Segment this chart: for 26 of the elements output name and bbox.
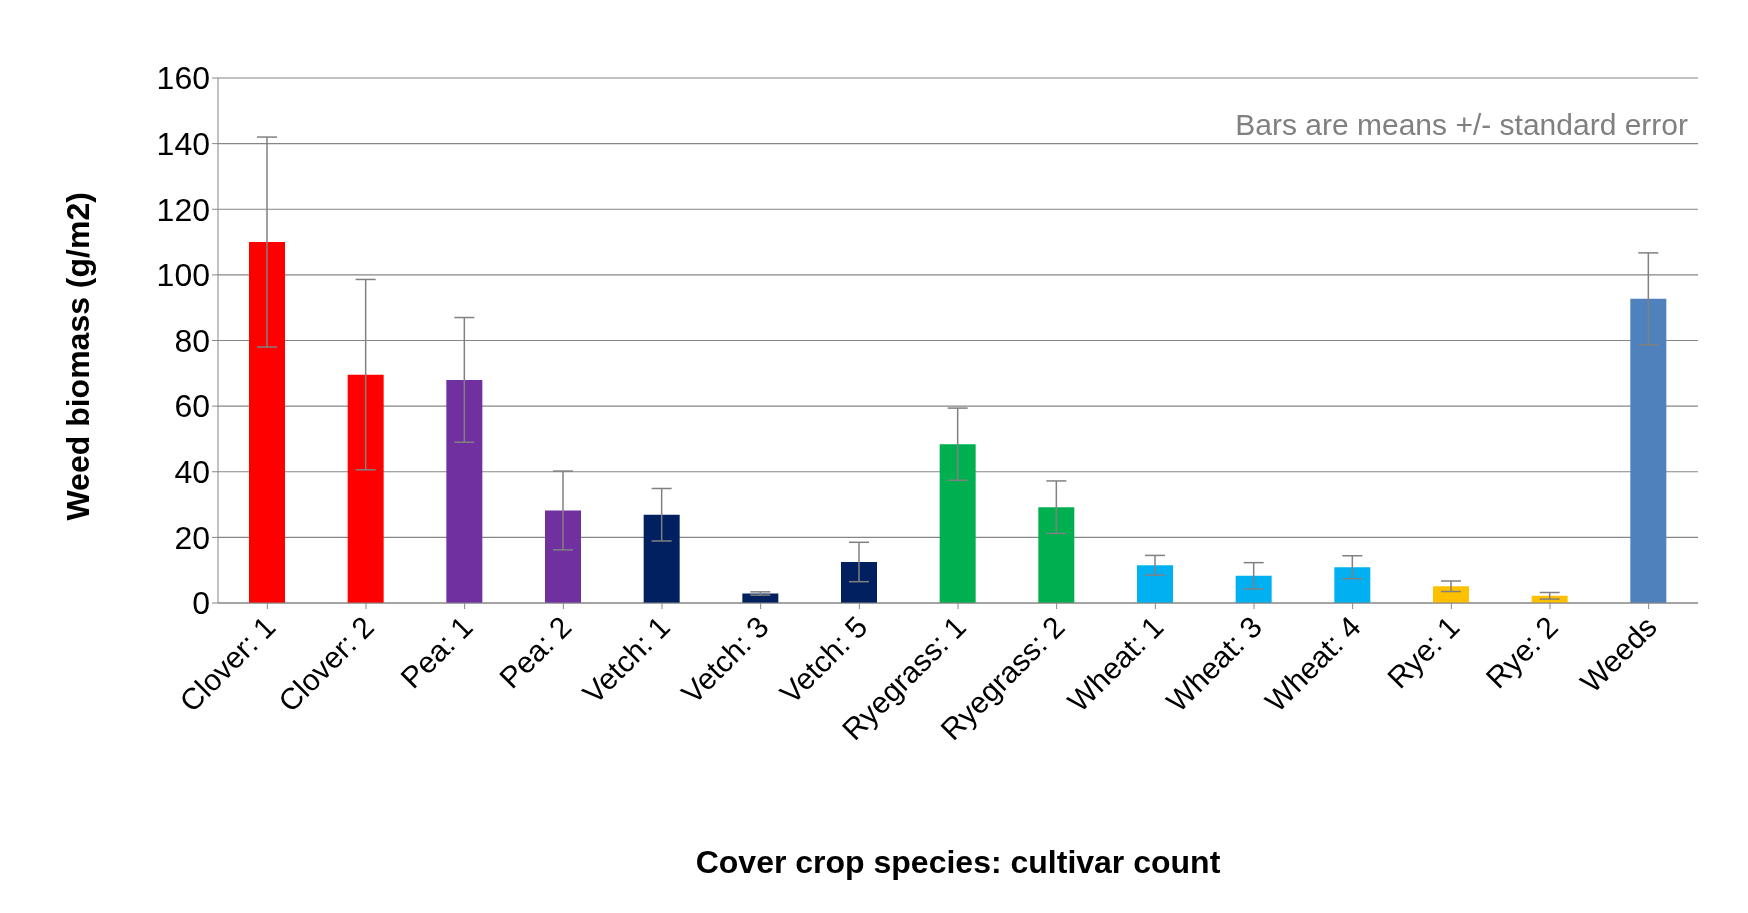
- y-tick-label: 0: [192, 585, 210, 622]
- bar: [347, 374, 384, 603]
- bar: [545, 510, 581, 603]
- bar: [1334, 567, 1371, 603]
- bar: [1235, 575, 1272, 603]
- bar: [643, 514, 680, 603]
- bar: [841, 561, 877, 603]
- bar: [1038, 507, 1075, 603]
- y-tick-label: 140: [156, 125, 210, 162]
- y-tick-label: 20: [174, 519, 210, 556]
- x-axis-title: Cover crop species: cultivar count: [695, 844, 1221, 880]
- bar: [1137, 565, 1173, 603]
- bar: [1630, 298, 1667, 603]
- annotation: Bars are means +/- standard error: [1235, 108, 1688, 142]
- bar: [249, 242, 285, 603]
- y-tick-label: 120: [156, 191, 210, 228]
- y-tick-label: 160: [156, 60, 210, 97]
- bar: [446, 379, 483, 603]
- y-axis-title: Weed biomass (g/m2): [60, 192, 97, 521]
- bar: [939, 444, 976, 603]
- y-tick-label: 40: [174, 454, 210, 491]
- y-tick-label: 60: [174, 388, 210, 425]
- y-tick-label: 80: [174, 322, 210, 359]
- x-tick-label: Pea: 1: [394, 609, 479, 695]
- y-tick-label: 100: [156, 257, 210, 294]
- bar: [1433, 586, 1469, 603]
